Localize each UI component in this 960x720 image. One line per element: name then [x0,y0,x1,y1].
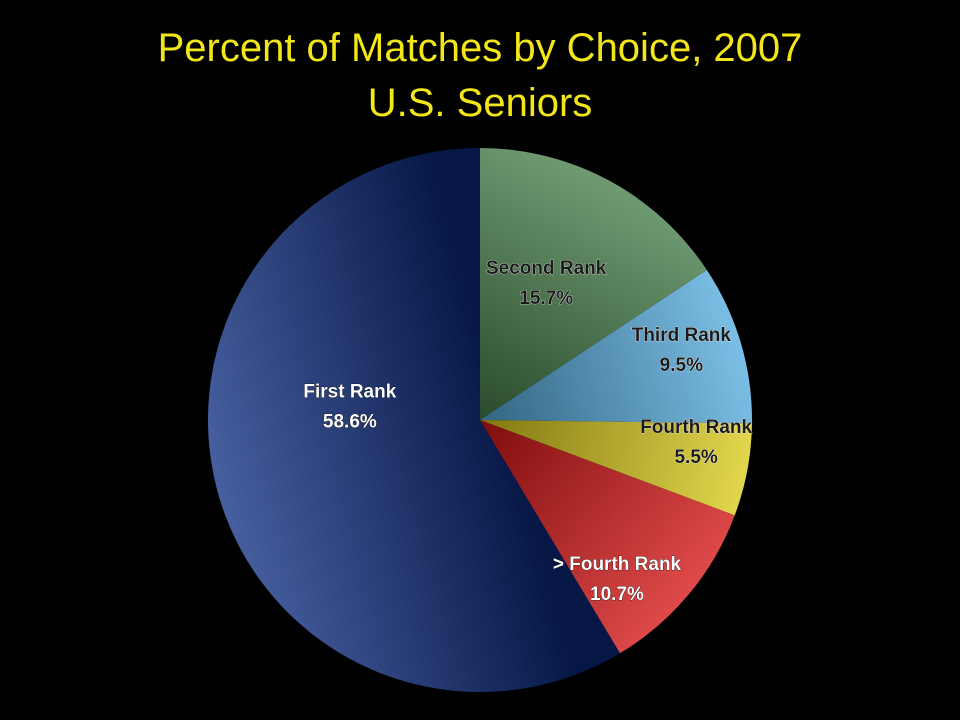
pie-slice-fourth-rank [480,420,735,654]
pie-value-second-rank: 15.7% [519,288,573,309]
pie-value-third-rank: 9.5% [660,355,703,376]
pie-label-second-rank: Second Rank [486,258,607,279]
pie-slice-second-rank [480,148,707,420]
pie-slice-third-rank [480,269,752,424]
pie-label-third-rank: Third Rank [632,325,732,346]
pie-slice-fourth-rank [480,420,752,516]
pie-label-fourth-rank: > Fourth Rank [553,554,682,575]
pie-slice-first-rank [207,148,620,692]
chart-subtitle: U.S. Seniors [367,81,593,125]
pie-value-fourth-rank: 5.5% [674,447,717,468]
pie-slices [207,148,752,692]
pie-labels: Second Rank 15.7% Third Rank 9.5% Fourth Ran… [303,258,753,606]
pie-label-first-rank: First Rank [303,382,396,403]
pie-value-fourth-rank: 10.7% [590,584,644,605]
pie-value-first-rank: 58.6% [323,412,377,433]
chart-title: Percent of Matches by Choice, 2007 [157,26,803,70]
pie-label-fourth-rank: Fourth Rank [640,417,752,438]
